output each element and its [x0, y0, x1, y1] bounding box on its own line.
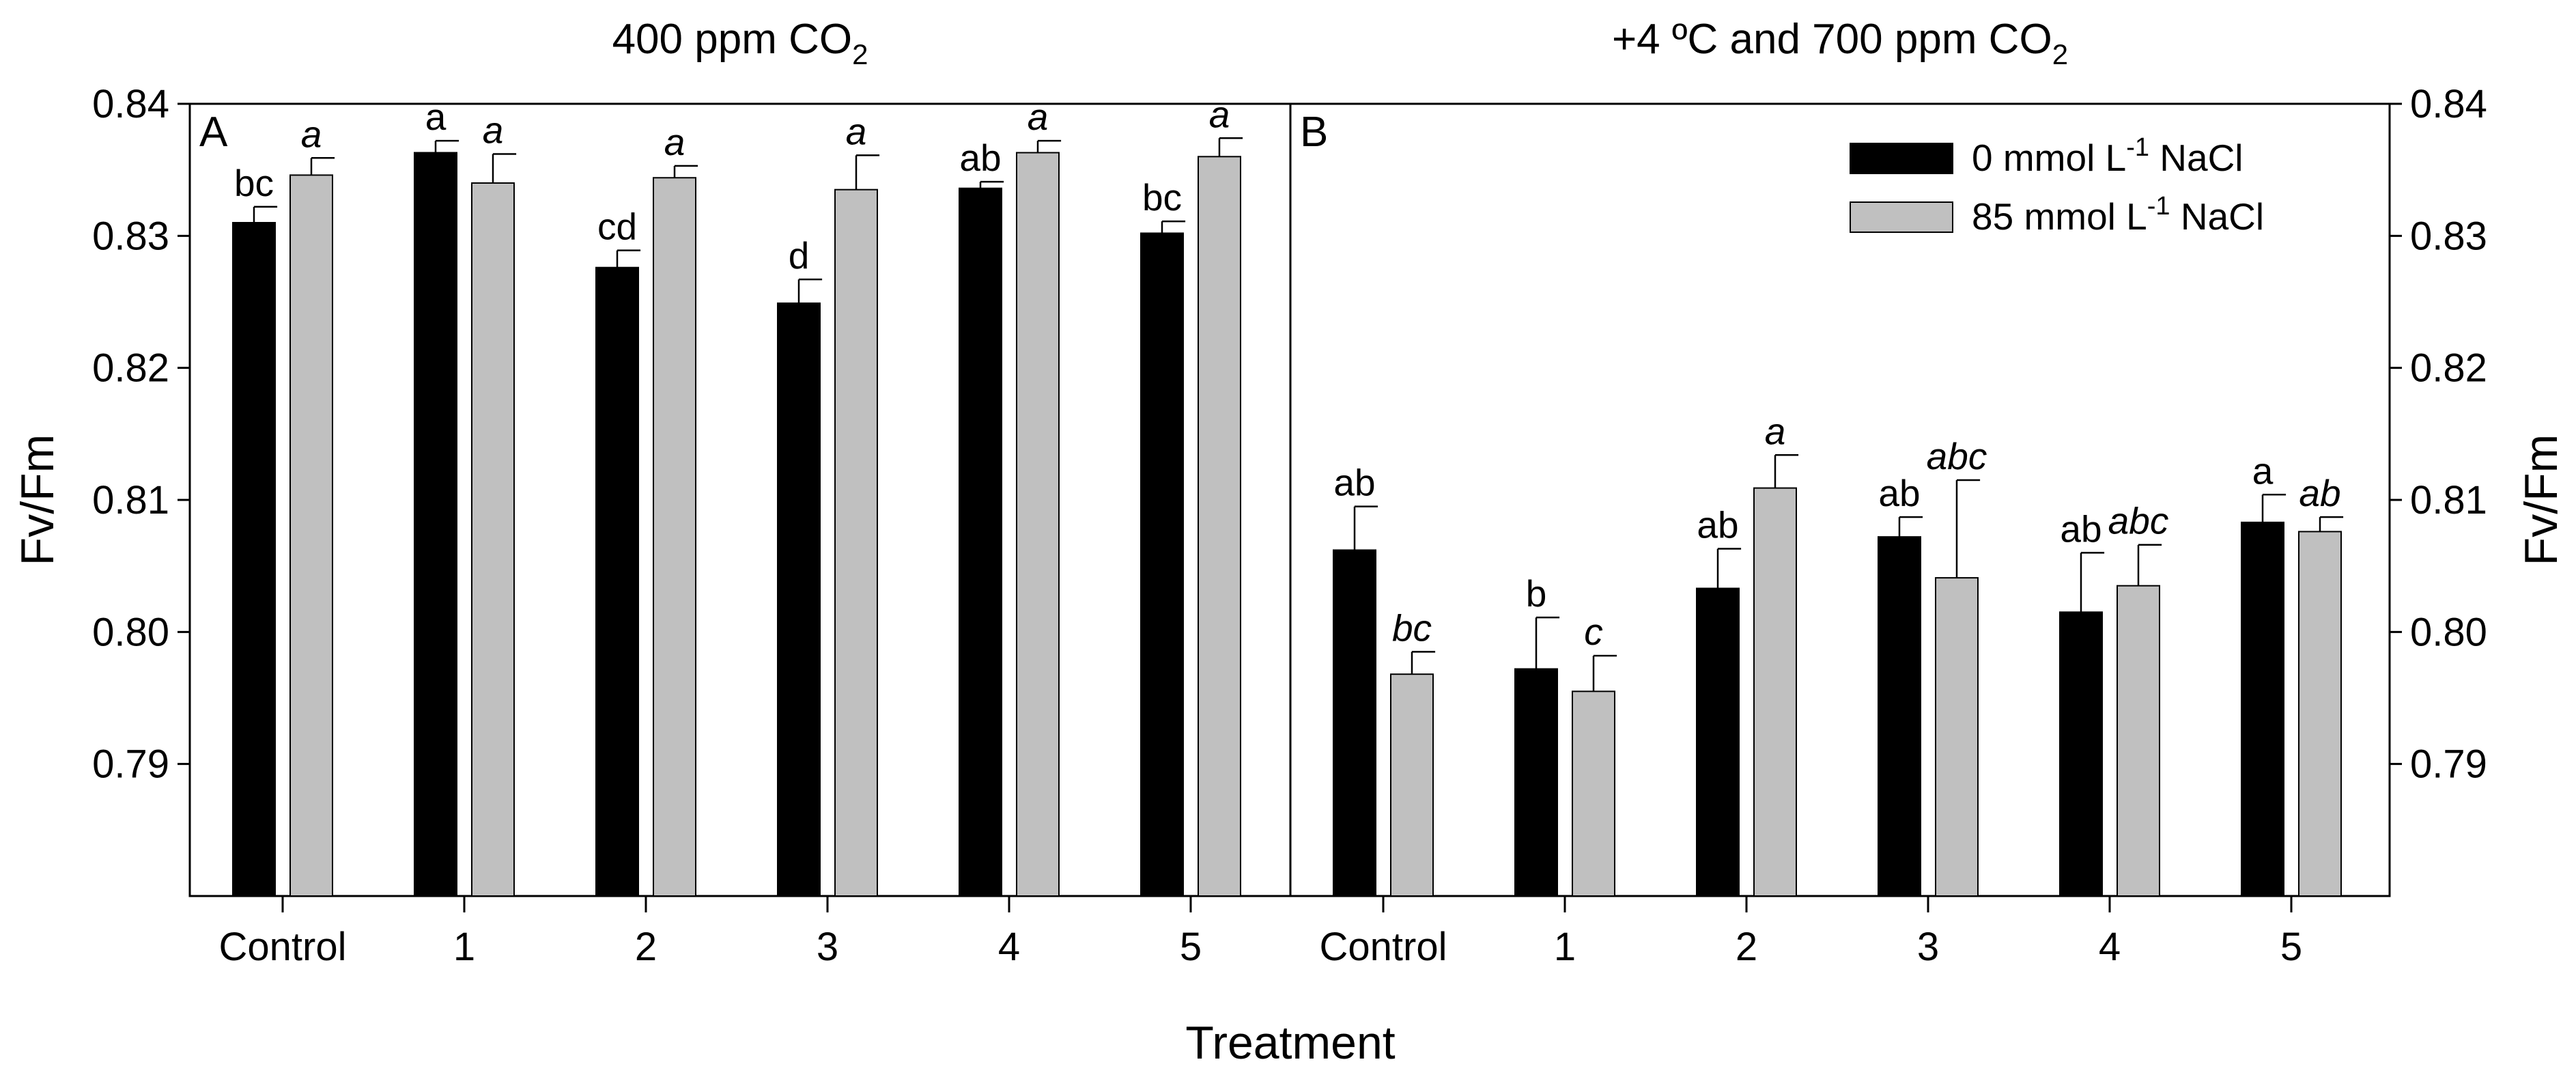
significance-letter: a [2252, 449, 2274, 492]
bar [289, 174, 333, 897]
bar [471, 182, 515, 897]
significance-letter: d [789, 234, 810, 277]
bar [232, 222, 276, 897]
significance-letter: abc [2108, 500, 2169, 542]
y-tick-label-left: 0.80 [92, 610, 169, 654]
y-tick-label-right: 0.83 [2410, 214, 2487, 258]
significance-letter: a [483, 109, 504, 151]
y-tick-label-right: 0.84 [2410, 82, 2487, 126]
bar [1935, 577, 1979, 897]
x-tick-label: 4 [998, 925, 1020, 969]
y-axis-title-right: Fv/Fm [2515, 434, 2567, 566]
bar [1696, 587, 1740, 897]
y-tick-label-left: 0.84 [92, 82, 169, 126]
y-tick-label-left: 0.81 [92, 478, 169, 522]
x-tick-label: 1 [453, 925, 475, 969]
significance-letter: bc [1142, 176, 1182, 219]
bar [2298, 531, 2342, 897]
significance-letter: ab [959, 137, 1001, 179]
significance-letter: c [1584, 611, 1603, 653]
panel-title-A: 400 ppm CO2 [612, 16, 868, 70]
significance-letter: a [1028, 96, 1049, 138]
bar [959, 187, 1002, 897]
significance-letter: ab [2060, 507, 2101, 550]
y-tick-label-left: 0.79 [92, 742, 169, 787]
bar [2059, 611, 2103, 897]
significance-letter: a [425, 96, 447, 138]
x-tick-label: 3 [1917, 925, 1939, 969]
legend-swatch [1850, 201, 1953, 233]
bar [1753, 487, 1797, 897]
bar [1198, 156, 1241, 897]
y-tick-label-left: 0.82 [92, 346, 169, 391]
x-tick-label: 5 [2280, 925, 2302, 969]
bar [1514, 668, 1558, 897]
significance-letter: a [1765, 410, 1786, 452]
y-axis-title-left: Fv/Fm [12, 434, 63, 566]
significance-letter: cd [597, 206, 637, 248]
x-tick-label: 2 [635, 925, 657, 969]
bar [2241, 521, 2284, 897]
x-tick-label: 1 [1554, 925, 1576, 969]
legend-swatch [1850, 143, 1953, 174]
significance-letter: ab [1878, 472, 1920, 514]
bar [1016, 152, 1060, 897]
significance-letter: a [664, 121, 685, 163]
legend-label: 0 mmol L-1 NaCl [1972, 133, 2244, 179]
panel-label-B: B [1300, 109, 1328, 156]
x-tick-label: 2 [1736, 925, 1757, 969]
y-tick-label-left: 0.83 [92, 214, 169, 258]
significance-letter: ab [1697, 504, 1738, 546]
significance-letter: b [1526, 572, 1547, 615]
significance-letter: bc [234, 162, 274, 204]
x-tick-label: 3 [817, 925, 838, 969]
y-tick-label-right: 0.82 [2410, 346, 2487, 391]
x-axis-title: Treatment [1185, 1017, 1395, 1069]
panel-frame-A [188, 102, 1292, 897]
bar [653, 177, 696, 897]
y-tick-label-right: 0.81 [2410, 478, 2487, 522]
significance-letter: ab [2299, 472, 2340, 514]
bar [1333, 549, 1376, 897]
bar [1878, 536, 1921, 897]
bar [1140, 232, 1184, 897]
bar [834, 188, 878, 897]
bar [414, 152, 457, 897]
panel-title-B: +4 ºC and 700 ppm CO2 [1612, 16, 2068, 70]
significance-letter: a [846, 110, 867, 152]
bar [1390, 673, 1434, 897]
bar [777, 302, 821, 897]
significance-letter: ab [1333, 462, 1375, 504]
y-tick-label-right: 0.80 [2410, 610, 2487, 654]
x-tick-label: 5 [1180, 925, 1202, 969]
x-tick-label: Control [1320, 925, 1447, 969]
significance-letter: abc [1927, 435, 1987, 477]
panel-label-A: A [199, 109, 228, 156]
legend-label: 85 mmol L-1 NaCl [1972, 192, 2264, 238]
x-tick-label: 4 [2099, 925, 2121, 969]
bar [595, 266, 639, 897]
x-tick-label: Control [219, 925, 347, 969]
significance-letter: bc [1392, 606, 1432, 649]
significance-letter: a [301, 113, 322, 155]
bar [1572, 690, 1615, 897]
y-tick-label-right: 0.79 [2410, 742, 2487, 787]
bar [2117, 585, 2160, 897]
significance-letter: a [1209, 93, 1230, 135]
